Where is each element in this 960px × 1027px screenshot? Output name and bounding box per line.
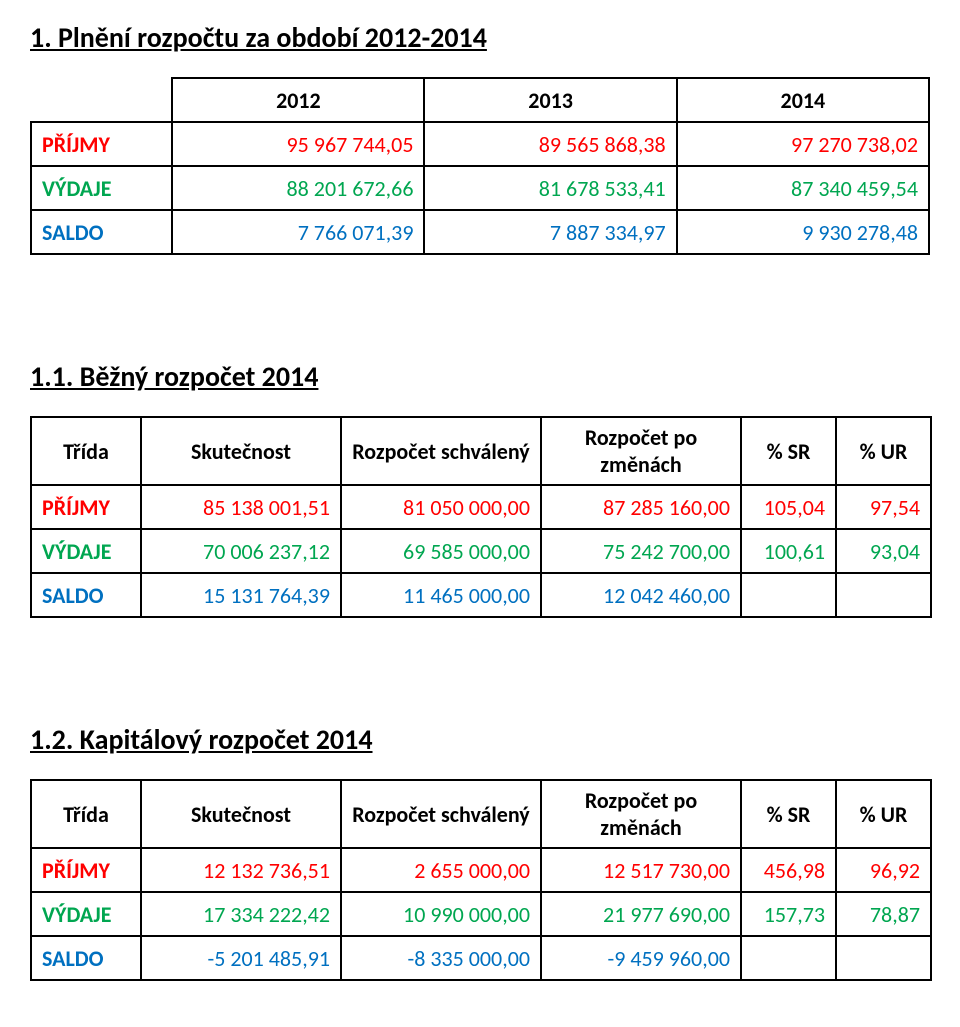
table-row: SALDO -5 201 485,91 -8 335 000,00 -9 459… [31, 936, 931, 980]
col-header: 2014 [677, 78, 929, 122]
row-label: SALDO [31, 936, 141, 980]
cell: -9 459 960,00 [541, 936, 741, 980]
cell: 12 517 730,00 [541, 848, 741, 892]
cell [836, 573, 931, 617]
table-header-row: Třída Skutečnost Rozpočet schválený Rozp… [31, 417, 931, 485]
col-header: Třída [31, 780, 141, 848]
cell: 85 138 001,51 [141, 485, 341, 529]
col-header: Rozpočet schválený [341, 417, 541, 485]
col-header: % UR [836, 780, 931, 848]
cell: 456,98 [741, 848, 836, 892]
col-header: Třída [31, 417, 141, 485]
cell: 7 887 334,97 [424, 210, 676, 254]
cell: 87 285 160,00 [541, 485, 741, 529]
cell: 11 465 000,00 [341, 573, 541, 617]
row-label: VÝDAJE [31, 166, 172, 210]
col-header: Skutečnost [141, 417, 341, 485]
col-header: 2013 [424, 78, 676, 122]
col-header: Skutečnost [141, 780, 341, 848]
table-row: PŘÍJMY 95 967 744,05 89 565 868,38 97 27… [31, 122, 929, 166]
table-corner [31, 78, 172, 122]
cell: 78,87 [836, 892, 931, 936]
col-header: % UR [836, 417, 931, 485]
section-title: 1. Plnění rozpočtu za období 2012-2014 [30, 20, 930, 55]
table-row: SALDO 7 766 071,39 7 887 334,97 9 930 27… [31, 210, 929, 254]
col-header: % SR [741, 417, 836, 485]
row-label: VÝDAJE [31, 892, 141, 936]
cell: 88 201 672,66 [172, 166, 424, 210]
cell: 97 270 738,02 [677, 122, 929, 166]
cell: 75 242 700,00 [541, 529, 741, 573]
col-header: Rozpočet po změnách [541, 417, 741, 485]
cell: -5 201 485,91 [141, 936, 341, 980]
table-period: 2012 2013 2014 PŘÍJMY 95 967 744,05 89 5… [30, 77, 930, 255]
table-header-row: Třída Skutečnost Rozpočet schválený Rozp… [31, 780, 931, 848]
table-kapitalovy: Třída Skutečnost Rozpočet schválený Rozp… [30, 779, 932, 981]
cell: 157,73 [741, 892, 836, 936]
cell: 10 990 000,00 [341, 892, 541, 936]
table-bezny: Třída Skutečnost Rozpočet schválený Rozp… [30, 416, 932, 618]
cell: 2 655 000,00 [341, 848, 541, 892]
cell [741, 573, 836, 617]
cell: 95 967 744,05 [172, 122, 424, 166]
col-header: 2012 [172, 78, 424, 122]
col-header: % SR [741, 780, 836, 848]
cell: 17 334 222,42 [141, 892, 341, 936]
cell: 100,61 [741, 529, 836, 573]
cell: 12 132 736,51 [141, 848, 341, 892]
cell: 70 006 237,12 [141, 529, 341, 573]
row-label: VÝDAJE [31, 529, 141, 573]
cell: -8 335 000,00 [341, 936, 541, 980]
cell: 96,92 [836, 848, 931, 892]
cell: 87 340 459,54 [677, 166, 929, 210]
cell: 9 930 278,48 [677, 210, 929, 254]
cell: 15 131 764,39 [141, 573, 341, 617]
cell: 7 766 071,39 [172, 210, 424, 254]
col-header: Rozpočet po změnách [541, 780, 741, 848]
row-label: SALDO [31, 210, 172, 254]
cell: 105,04 [741, 485, 836, 529]
subsection-title: 1.1. Běžný rozpočet 2014 [30, 359, 930, 394]
row-label: SALDO [31, 573, 141, 617]
cell: 12 042 460,00 [541, 573, 741, 617]
cell: 81 678 533,41 [424, 166, 676, 210]
table-row: VÝDAJE 70 006 237,12 69 585 000,00 75 24… [31, 529, 931, 573]
cell [741, 936, 836, 980]
cell: 97,54 [836, 485, 931, 529]
cell [836, 936, 931, 980]
cell: 93,04 [836, 529, 931, 573]
table-header-row: 2012 2013 2014 [31, 78, 929, 122]
table-row: SALDO 15 131 764,39 11 465 000,00 12 042… [31, 573, 931, 617]
table-row: VÝDAJE 17 334 222,42 10 990 000,00 21 97… [31, 892, 931, 936]
cell: 69 585 000,00 [341, 529, 541, 573]
row-label: PŘÍJMY [31, 485, 141, 529]
cell: 81 050 000,00 [341, 485, 541, 529]
table-row: VÝDAJE 88 201 672,66 81 678 533,41 87 34… [31, 166, 929, 210]
cell: 21 977 690,00 [541, 892, 741, 936]
cell: 89 565 868,38 [424, 122, 676, 166]
col-header: Rozpočet schválený [341, 780, 541, 848]
row-label: PŘÍJMY [31, 122, 172, 166]
table-row: PŘÍJMY 12 132 736,51 2 655 000,00 12 517… [31, 848, 931, 892]
row-label: PŘÍJMY [31, 848, 141, 892]
table-row: PŘÍJMY 85 138 001,51 81 050 000,00 87 28… [31, 485, 931, 529]
subsection-title: 1.2. Kapitálový rozpočet 2014 [30, 722, 930, 757]
